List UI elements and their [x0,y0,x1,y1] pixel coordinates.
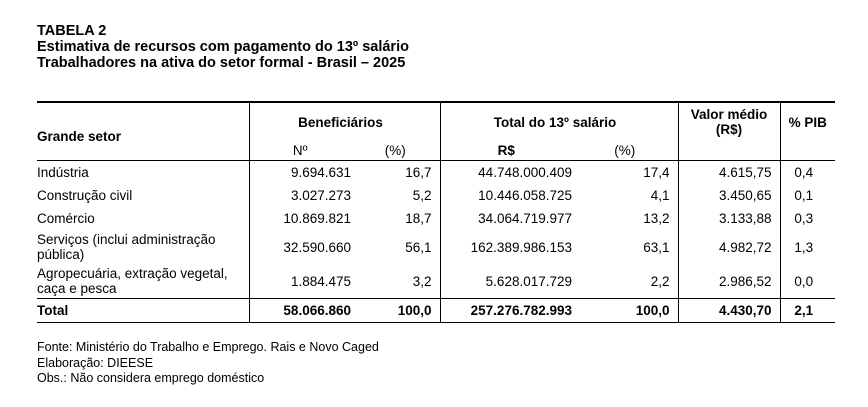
cell: 2,1 [780,298,836,323]
subcolumn-header: (%) [359,141,441,161]
cell: 34.064.719.977 [478,211,573,226]
subtitle: Estimativa de recursos com pagamento do … [37,39,409,55]
table-row: Construção civil 3.027.273 5,2 10.446.058.7… [37,184,835,207]
cell: 10.446.058.725 [478,188,573,203]
cell: 162.389.986.153 [470,239,573,255]
cell: 5,2 [359,184,441,207]
row-label: Comércio [37,207,250,230]
cell: 100,0 [359,298,441,323]
cell: 3,2 [359,264,441,299]
cell: 2,2 [580,264,679,299]
row-label: Indústria [37,160,250,184]
table-row: Serviços (inclui administração pública) 3… [37,230,835,264]
subtitle: Trabalhadores na ativa do setor formal -… [37,55,406,71]
row-label: Agropecuária, extração vegetal, caça e p… [37,264,250,299]
row-label: Construção civil [37,184,250,207]
cell: 4.615,75 [678,160,781,184]
row-label: Serviços (inclui administração pública) [37,230,250,264]
note: Fonte: Ministério do Trabalho e Emprego.… [37,340,379,354]
column-header: Total do 13º salário [440,101,679,141]
column-header: Grande setor [37,101,250,161]
cell: 4.430,70 [678,298,781,323]
table: Grande setor Beneficiários Total do 13º … [37,101,836,323]
column-header: Beneficiários [249,101,441,141]
table-row: Agropecuária, extração vegetal, caça e p… [37,264,835,299]
cell: 44.748.000.409 [478,165,573,180]
cell: 58.066.860 [249,298,359,323]
cell: 3.027.273 [290,188,351,203]
cell: 63,1 [580,230,679,264]
table-row: Comércio 10.869.821 18,7 34.064.719.977 13,2… [37,207,835,230]
cell: 100,0 [580,298,679,323]
cell: 1,3 [794,239,814,255]
cell: 32.590.660 [283,239,351,255]
note: Obs.: Não considera emprego doméstico [37,371,265,385]
header: TABELA 2 Estimativa de recursos com paga… [37,23,409,71]
cell: 5.628.017.729 [485,273,573,289]
table-row: Indústria 9.694.631 16,7 44.748.000.409 17,4… [37,160,835,184]
table-row: Total 58.066.860 100,0 257.276.782.993 100,0… [37,298,836,323]
column-header: Valor médio (R$) [678,101,781,141]
cell: 3.133,88 [678,207,781,230]
cell: 13,2 [580,207,679,230]
cell: 4,1 [580,184,679,207]
cell: 1.884.475 [290,273,351,289]
subcolumn-header: (%) [580,141,679,161]
cell: 9.694.631 [290,165,351,180]
notes: Fonte: Ministério do Trabalho e Emprego.… [37,340,379,387]
cell: 0,3 [794,211,814,226]
cell: 17,4 [580,160,679,184]
cell: 0,4 [794,165,814,180]
cell: 257.276.782.993 [440,298,581,323]
cell: 0,0 [794,273,814,289]
table-body: Indústria 9.694.631 16,7 44.748.000.409 17,4… [37,160,836,323]
cell: 18,7 [359,207,441,230]
cell: 56,1 [359,230,441,264]
column-header: % PIB [780,101,836,141]
cell: 2.986,52 [678,264,781,299]
subcolumn-header: R$ [440,141,581,161]
subcolumn-header: Nº [249,141,359,161]
cell: 3.450,65 [678,184,781,207]
row-label: Total [37,298,250,323]
note: Elaboração: DIEESE [37,355,154,370]
spacer [678,141,781,161]
cell: 10.869.821 [283,211,351,226]
spacer [780,141,836,161]
cell: 16,7 [359,160,441,184]
title: TABELA 2 [37,23,107,39]
cell: 4.982,72 [678,230,781,264]
cell: 0,1 [794,188,814,203]
